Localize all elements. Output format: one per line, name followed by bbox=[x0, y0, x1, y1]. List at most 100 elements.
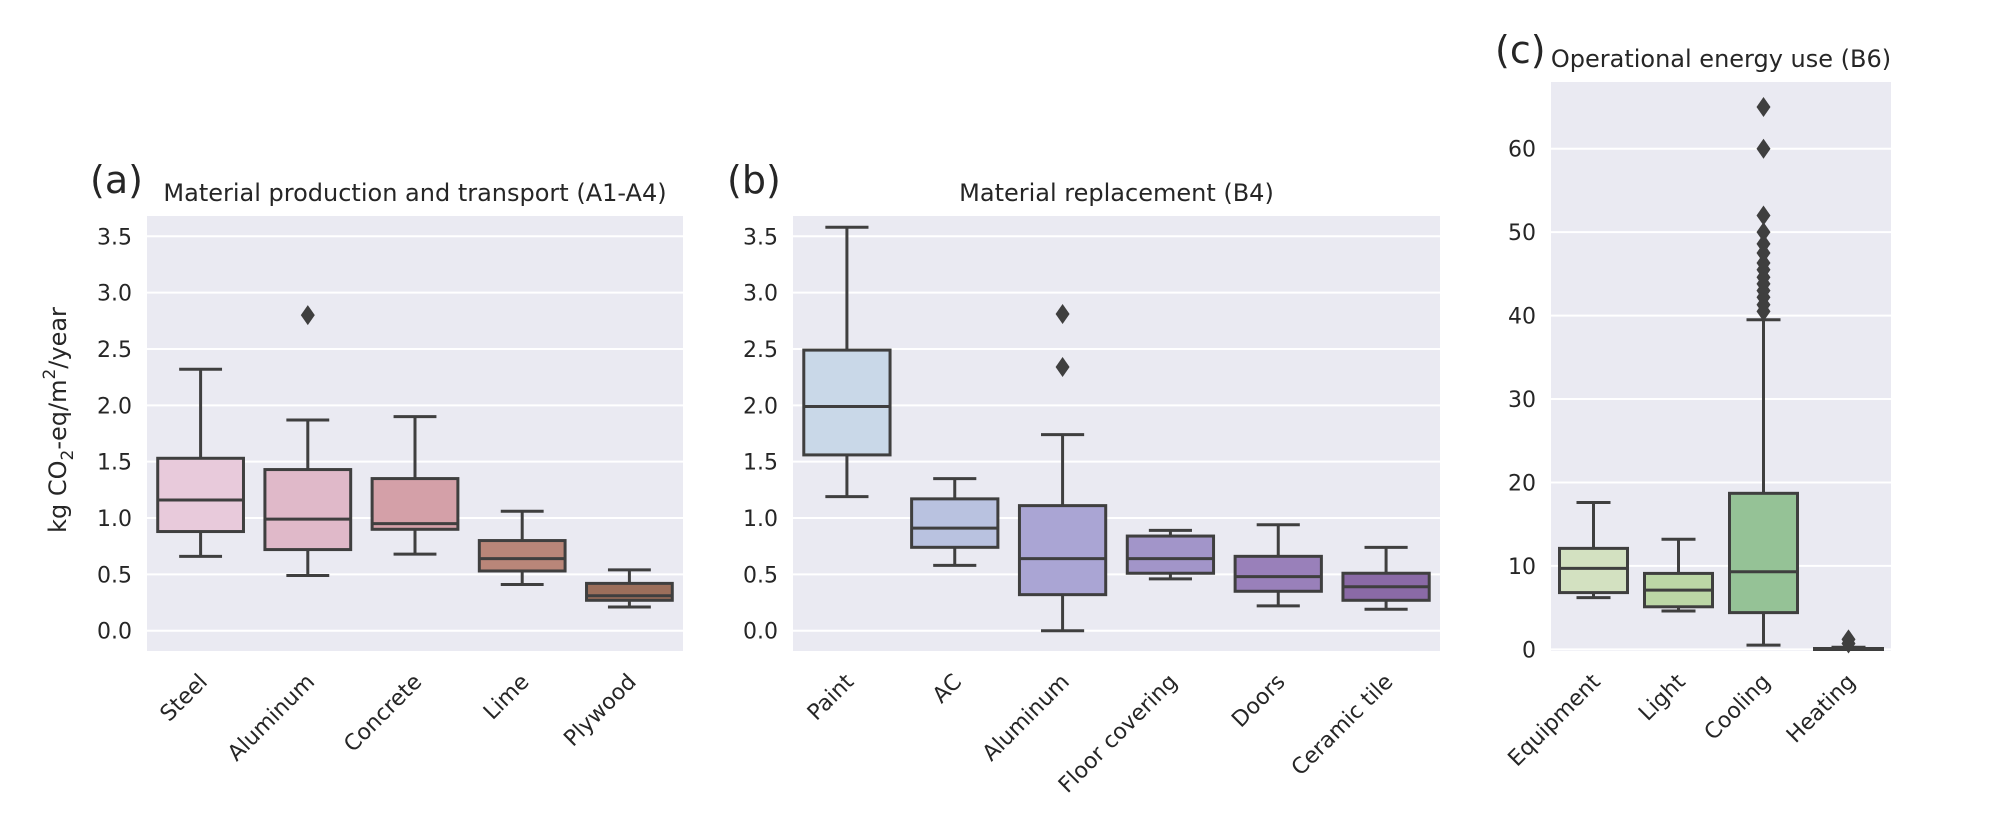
box-iqr bbox=[1233, 554, 1323, 593]
panel-c-y-tick-labels: 0 10 20 30 40 50 60 bbox=[1508, 138, 1536, 664]
panel-b-x-tick-label: Doors bbox=[1227, 670, 1290, 733]
box-iqr bbox=[585, 581, 674, 602]
panel-b-x-tick-label: Paint bbox=[803, 669, 859, 725]
panel-c-label: (c) bbox=[1495, 28, 1546, 72]
outlier-marker bbox=[1756, 222, 1771, 243]
panel-b-y-tick-label: 1.5 bbox=[743, 451, 778, 476]
panel-a-y-tick-label: 2.0 bbox=[97, 394, 132, 419]
outlier-marker bbox=[1055, 357, 1070, 378]
outlier-marker bbox=[300, 305, 315, 326]
panel-a: 0.0 0.5 1.0 1.5 2.0 2.5 3.0 3.5 Steel Aluminum Co… bbox=[40, 158, 683, 766]
panel-a-y-tick-label: 1.0 bbox=[97, 507, 132, 532]
box-iqr bbox=[1125, 534, 1216, 575]
panel-a-boxes bbox=[156, 305, 674, 609]
y-axis-label-subscript: 2 bbox=[58, 450, 78, 461]
y-axis-label-part-3: /year bbox=[44, 307, 72, 369]
panel-a-x-tick-label: Lime bbox=[479, 670, 534, 725]
panel-c-box-1 bbox=[1643, 537, 1714, 613]
panel-c-y-tick-label: 20 bbox=[1508, 471, 1536, 496]
panel-b-x-tick-label: Floor covering bbox=[1054, 670, 1183, 799]
panel-b-x-tick-label: Aluminum bbox=[978, 670, 1075, 767]
y-axis-label-part-2: -eq/m bbox=[44, 380, 72, 450]
panel-b-x-tick-label: AC bbox=[928, 670, 967, 709]
panel-b-y-tick-label: 0.0 bbox=[743, 620, 778, 645]
panel-c-box-2 bbox=[1728, 97, 1799, 647]
box-iqr bbox=[1558, 546, 1629, 595]
outlier-marker bbox=[1756, 205, 1771, 226]
box-iqr bbox=[477, 539, 567, 573]
panel-a-box-0 bbox=[156, 367, 245, 558]
panel-c-x-tick-label: Cooling bbox=[1700, 670, 1776, 746]
panel-b-y-tick-label: 1.0 bbox=[743, 507, 778, 532]
panel-c-y-tick-label: 30 bbox=[1508, 388, 1536, 413]
panel-b-y-tick-label: 3.5 bbox=[743, 225, 778, 250]
panel-a-x-tick-label: Steel bbox=[156, 670, 213, 727]
outlier-marker bbox=[1055, 304, 1070, 325]
panel-b-y-tick-label: 2.5 bbox=[743, 338, 778, 363]
panel-b: 0.0 0.5 1.0 1.5 2.0 2.5 3.0 3.5 Paint AC Aluminum… bbox=[727, 158, 1440, 798]
outlier-marker bbox=[1756, 138, 1771, 159]
panel-b-title: Material replacement (B4) bbox=[959, 179, 1274, 207]
panel-b-y-tick-labels: 0.0 0.5 1.0 1.5 2.0 2.5 3.0 3.5 bbox=[743, 225, 778, 644]
box-iqr bbox=[1017, 504, 1108, 597]
panel-a-box-2 bbox=[370, 415, 460, 556]
panel-c: 0 10 20 30 40 50 60 Equipment Light Cooling Heati… bbox=[1495, 28, 1891, 772]
y-axis-label-superscript: 2 bbox=[40, 369, 60, 380]
outlier-marker bbox=[1756, 253, 1771, 274]
panel-b-plot-area bbox=[793, 216, 1440, 651]
panel-a-box-3 bbox=[477, 509, 567, 587]
box-iqr bbox=[156, 456, 245, 534]
panel-b-box-5 bbox=[1341, 545, 1431, 611]
panel-a-box-1 bbox=[263, 305, 353, 577]
panel-c-y-tick-label: 60 bbox=[1508, 138, 1536, 163]
panel-a-box-4 bbox=[585, 568, 674, 609]
panel-a-y-tick-label: 0.0 bbox=[97, 620, 132, 645]
box-iqr bbox=[263, 468, 353, 552]
panel-b-boxes bbox=[802, 225, 1431, 633]
panel-b-y-tick-label: 2.0 bbox=[743, 394, 778, 419]
panel-b-y-tick-label: 3.0 bbox=[743, 282, 778, 307]
panel-b-box-3 bbox=[1125, 528, 1216, 581]
panel-b-box-2 bbox=[1017, 304, 1108, 633]
panel-a-x-tick-label: Concrete bbox=[339, 670, 427, 758]
panel-a-y-tick-label: 1.5 bbox=[97, 451, 132, 476]
box-iqr bbox=[802, 348, 892, 457]
panel-a-y-tick-labels: 0.0 0.5 1.0 1.5 2.0 2.5 3.0 3.5 bbox=[97, 225, 132, 644]
panel-a-x-tick-label: Aluminum bbox=[223, 670, 320, 767]
panel-a-y-tick-label: 3.0 bbox=[97, 282, 132, 307]
panel-b-label: (b) bbox=[727, 158, 781, 202]
y-axis-label-part-1: kg CO bbox=[44, 461, 72, 533]
panel-b-gridlines bbox=[793, 235, 1440, 632]
y-axis-label: kg CO2-eq/m2/year bbox=[40, 307, 78, 533]
panel-c-x-tick-label: Equipment bbox=[1504, 669, 1606, 771]
panel-c-y-tick-label: 50 bbox=[1508, 221, 1536, 246]
panel-a-x-tick-labels: Steel Aluminum Concrete Lime Plywood bbox=[156, 670, 642, 767]
panel-c-y-tick-label: 40 bbox=[1508, 305, 1536, 330]
panel-c-box-3 bbox=[1813, 629, 1884, 654]
panel-c-y-tick-label: 0 bbox=[1522, 638, 1536, 663]
panel-a-y-tick-label: 2.5 bbox=[97, 338, 132, 363]
panel-c-x-tick-label: Heating bbox=[1782, 670, 1861, 749]
outlier-marker bbox=[1756, 97, 1771, 118]
box-iqr bbox=[370, 477, 460, 531]
panel-b-x-tick-label: Ceramic tile bbox=[1287, 670, 1398, 781]
panel-c-box-0 bbox=[1558, 500, 1629, 600]
panel-a-x-tick-label: Plywood bbox=[559, 670, 641, 752]
panel-a-title: Material production and transport (A1-A4… bbox=[163, 179, 666, 207]
panel-b-box-4 bbox=[1233, 523, 1323, 608]
panel-a-y-tick-label: 0.5 bbox=[97, 563, 132, 588]
box-iqr bbox=[910, 497, 1000, 549]
outlier-marker bbox=[1756, 233, 1771, 254]
box-iqr bbox=[1728, 491, 1799, 615]
panel-c-title: Operational energy use (B6) bbox=[1551, 45, 1891, 73]
panel-b-y-tick-label: 0.5 bbox=[743, 563, 778, 588]
panel-a-y-tick-label: 3.5 bbox=[97, 225, 132, 250]
outlier-marker bbox=[1841, 629, 1856, 650]
panel-c-x-tick-labels: Equipment Light Cooling Heating bbox=[1504, 669, 1861, 771]
panel-b-box-1 bbox=[910, 477, 1000, 567]
panel-a-label: (a) bbox=[90, 158, 143, 202]
panel-c-boxes bbox=[1558, 97, 1884, 654]
panel-c-x-tick-label: Light bbox=[1634, 669, 1691, 726]
